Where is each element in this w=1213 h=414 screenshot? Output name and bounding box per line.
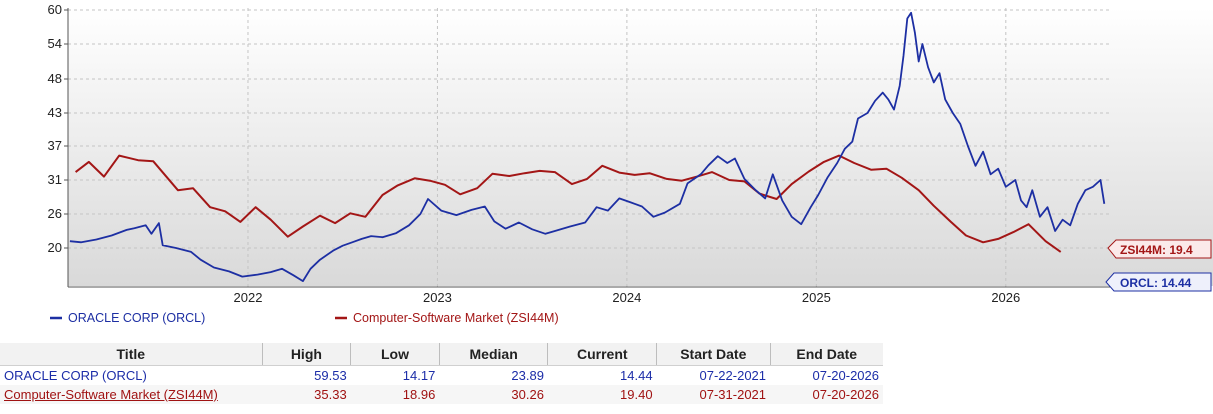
row-zsi-high: 35.33 [262,385,351,404]
y-axis-ticks: 20 26 31 37 43 48 54 60 [48,2,68,255]
y-tick-label: 43 [48,105,62,120]
row-orcl-high: 59.53 [314,368,347,383]
x-tick-label: 2025 [802,290,831,305]
legend-zsi-label: Computer-Software Market (ZSI44M) [353,311,559,325]
row-zsi-start: 07-31-2021 [656,385,771,404]
zsi-callout-text: ZSI44M: 19.4 [1120,243,1193,257]
x-tick-label: 2022 [234,290,263,305]
summary-table: Title High Low Median Current Start Date… [0,343,883,404]
series-lines [69,11,1106,283]
series-line-orcl [69,11,1106,283]
row-zsi-current: 19.40 [547,385,657,404]
y-tick-label: 20 [48,240,62,255]
row-orcl-name[interactable]: ORACLE CORP (ORCL) [4,368,147,383]
legend: ORACLE CORP (ORCL) Computer-Software Mar… [50,311,559,325]
grid-lines [68,8,1110,287]
y-tick-label: 31 [48,172,62,187]
table-row: ORACLE CORP (ORCL) 59.53 14.17 23.89 14.… [0,366,883,386]
row-orcl-median: 23.89 [511,368,544,383]
x-tick-label: 2026 [991,290,1020,305]
row-orcl-current: 14.44 [620,368,653,383]
table-row: Computer-Software Market (ZSI44M) 35.33 … [0,385,883,404]
x-tick-label: 2024 [612,290,641,305]
zsi-callout: ZSI44M: 19.4 [1107,239,1212,259]
row-zsi-end: 07-20-2026 [770,385,883,404]
y-tick-label: 37 [48,138,62,153]
header-current: Current [547,343,658,366]
row-orcl-start: 07-22-2021 [699,368,767,383]
header-start-date: Start Date [656,343,771,366]
row-orcl-end: 07-20-2026 [812,368,880,383]
row-orcl-low: 14.17 [402,368,436,383]
row-zsi-median: 30.26 [439,385,548,404]
header-end-date: End Date [770,343,883,366]
row-zsi-name[interactable]: Computer-Software Market (ZSI44M) [0,385,263,404]
row-zsi-low: 18.96 [350,385,440,404]
y-tick-label: 60 [48,2,62,17]
x-axis-ticks: 2022 2023 2024 2025 2026 [234,290,1021,305]
table-header-row: Title High Low Median Current Start Date… [0,343,883,366]
y-tick-label: 26 [48,206,62,221]
series-line-zsi44m [74,154,1062,253]
legend-orcl-label: ORACLE CORP (ORCL) [68,311,205,325]
header-low: Low [350,343,440,366]
orcl-callout: ORCL: 14.44 [1105,272,1212,292]
header-title: Title [0,343,263,366]
y-tick-label: 54 [48,36,62,51]
header-high: High [262,343,352,366]
header-median: Median [439,343,549,366]
plot-background [68,8,1213,286]
orcl-callout-text: ORCL: 14.44 [1120,276,1192,290]
y-tick-label: 48 [48,71,62,86]
x-tick-label: 2023 [423,290,452,305]
